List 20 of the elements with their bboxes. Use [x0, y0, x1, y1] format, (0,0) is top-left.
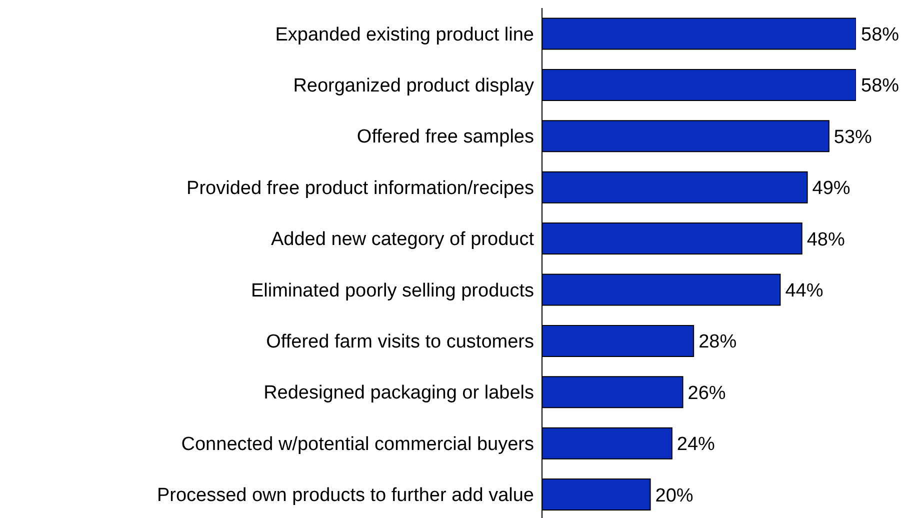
- data-label: 58%: [861, 24, 900, 46]
- data-label: 26%: [688, 382, 726, 404]
- y-tick-label: Added new category of product: [270, 229, 535, 250]
- data-label: 58%: [861, 76, 900, 97]
- y-tick-label: Redesigned packaging or labels: [264, 382, 534, 404]
- y-tick-label: Processed own products to further add value: [156, 485, 534, 506]
- data-label: 24%: [676, 434, 716, 456]
- y-tick-label: Offered free samples: [356, 126, 534, 148]
- y-tick-label: Eliminated poorly selling products: [250, 280, 534, 302]
- data-label: 53%: [834, 126, 872, 148]
- data-label: 44%: [785, 280, 824, 302]
- data-label: 49%: [812, 178, 850, 200]
- y-tick-label: Provided free product information/recipes: [186, 178, 534, 199]
- y-tick-label: Expanded existing product line: [275, 24, 534, 46]
- y-tick-label: Reorganized product display: [293, 76, 534, 97]
- data-label: 28%: [698, 332, 737, 353]
- data-label: 20%: [655, 485, 694, 506]
- data-label: 48%: [806, 229, 845, 250]
- y-tick-label: Offered farm visits to customers: [266, 332, 534, 353]
- y-tick-label: Connected w/potential commercial buyers: [181, 434, 534, 455]
